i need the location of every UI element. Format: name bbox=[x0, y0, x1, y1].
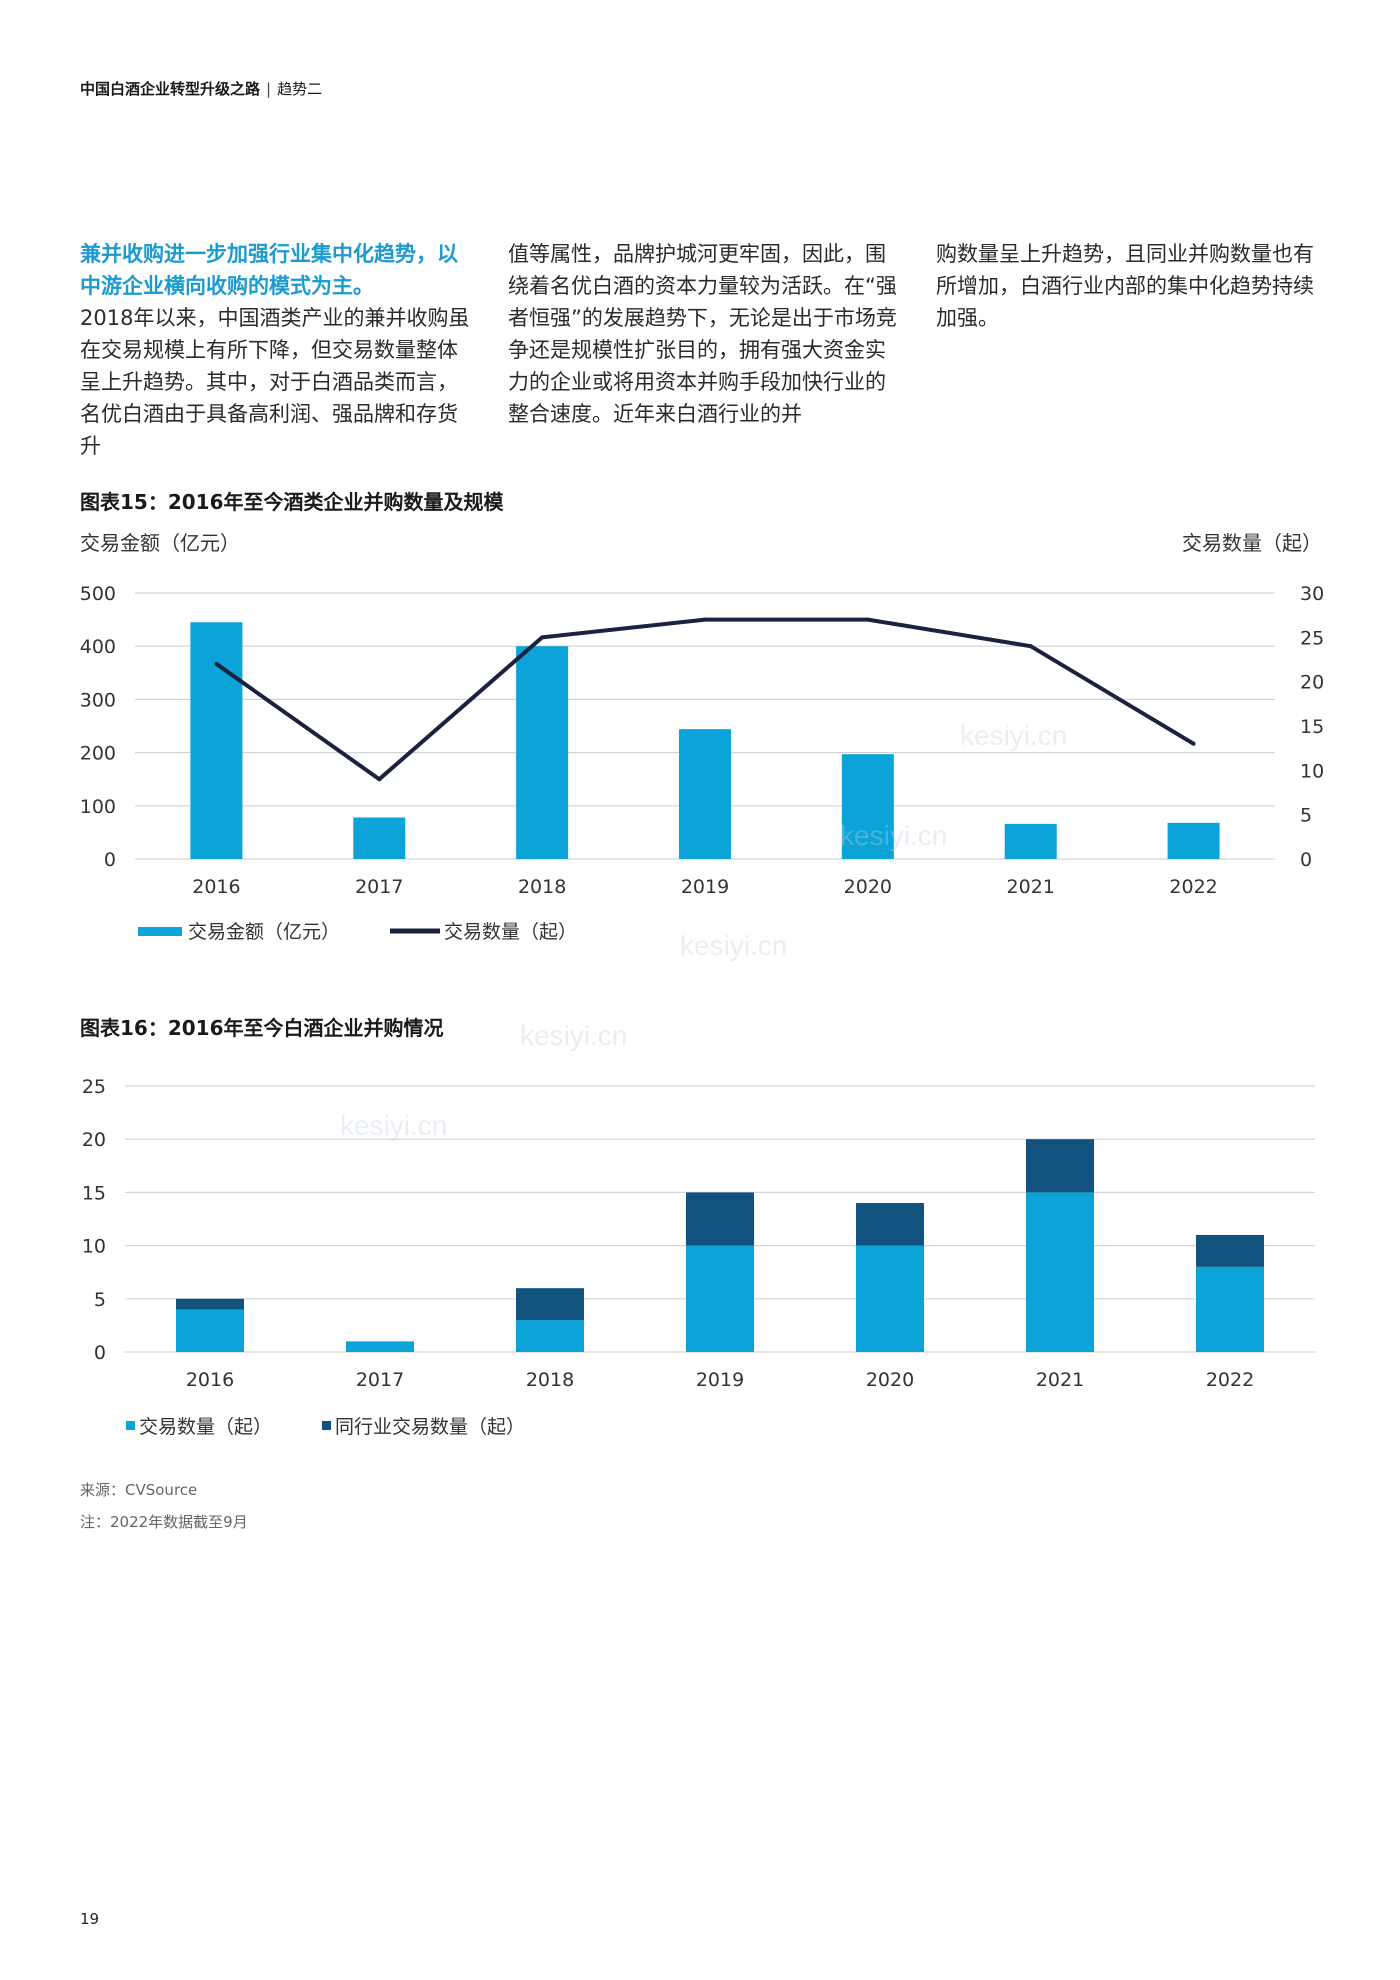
chart2-x-tick-label: 2016 bbox=[186, 1369, 234, 1391]
chart1-bar-2016 bbox=[190, 622, 243, 859]
chart1-line-point-2019 bbox=[703, 617, 707, 622]
chart2-bar-s0-2020 bbox=[856, 1245, 924, 1352]
chart2-legend-label-1: 同行业交易数量（起） bbox=[335, 1416, 525, 1438]
body-paragraph-1: 2018年以来，中国酒类产业的兼并收购虽在交易规模上有所下降，但交易数量整体呈上… bbox=[80, 306, 470, 458]
chart2-bar-s0-2017 bbox=[346, 1341, 414, 1352]
chart1-y2-tick-label: 25 bbox=[1300, 627, 1324, 649]
chart1-y-axis-label: 交易金额（亿元） bbox=[80, 531, 240, 555]
lead-heading: 兼并收购进一步加强行业集中化趋势，以中游企业横向收购的模式为主。 bbox=[80, 242, 458, 298]
chart1-line-point-2021 bbox=[1028, 644, 1033, 649]
chart1-x-tick-label: 2018 bbox=[518, 876, 566, 898]
body-paragraph-2: 值等属性，品牌护城河更牢固，因此，围绕着名优白酒的资本力量较为活跃。在“强者恒强… bbox=[508, 242, 897, 426]
chart2-y-tick-label: 0 bbox=[94, 1342, 106, 1364]
chart2-x-tick-label: 2017 bbox=[356, 1369, 404, 1391]
chart1-y2-tick-label: 5 bbox=[1300, 805, 1312, 827]
chart1-legend-bar-swatch bbox=[138, 927, 182, 936]
chart1-x-tick-label: 2017 bbox=[355, 876, 403, 898]
chart2-y-tick-label: 10 bbox=[82, 1236, 106, 1258]
chart1-x-tick-label: 2019 bbox=[681, 876, 729, 898]
chart1-line-point-2018 bbox=[540, 635, 545, 640]
notes: 来源：CVSource 注：2022年数据截至9月 bbox=[80, 1474, 248, 1538]
chart2-x-tick-label: 2021 bbox=[1036, 1369, 1084, 1391]
chart1-combo-chart: 交易金额（亿元） 交易数量（起）0100200300400500051015202… bbox=[80, 531, 1324, 943]
chart1-y2-tick-label: 0 bbox=[1300, 849, 1312, 871]
header-separator: | bbox=[266, 80, 272, 98]
chart1-y-tick-label: 500 bbox=[80, 583, 116, 605]
text-column-2: 值等属性，品牌护城河更牢固，因此，围绕着名优白酒的资本力量较为活跃。在“强者恒强… bbox=[508, 238, 903, 430]
chart2-y-tick-label: 20 bbox=[82, 1129, 106, 1151]
chart1-legend-bar-label: 交易金额（亿元） bbox=[188, 921, 340, 943]
chart2-legend-swatch-1 bbox=[322, 1421, 331, 1430]
chart2-bar-s1-2020 bbox=[856, 1203, 924, 1246]
watermark-3: kesiyi.cn bbox=[520, 1020, 628, 1051]
chart1-y-tick-label: 200 bbox=[80, 743, 116, 765]
chart2-x-tick-label: 2022 bbox=[1206, 1369, 1254, 1391]
chart2-bar-s0-2021 bbox=[1026, 1192, 1094, 1352]
chart1-bar-2021 bbox=[1004, 823, 1057, 859]
chart1-x-tick-label: 2016 bbox=[192, 876, 240, 898]
chart2-x-tick-label: 2019 bbox=[696, 1369, 744, 1391]
chart2-y-tick-label: 5 bbox=[94, 1289, 106, 1311]
header-section: 趋势二 bbox=[277, 80, 323, 98]
chart2-bar-s1-2021 bbox=[1026, 1139, 1094, 1193]
chart1-bar-2017 bbox=[353, 817, 406, 859]
chart1-y-tick-label: 0 bbox=[104, 849, 116, 871]
chart2-legend-label-0: 交易数量（起） bbox=[139, 1416, 272, 1438]
chart1-y2-axis-label: 交易数量（起） bbox=[1182, 531, 1322, 555]
chart1-bar-2019 bbox=[679, 729, 731, 859]
text-column-1: 兼并收购进一步加强行业集中化趋势，以中游企业横向收购的模式为主。 2018年以来… bbox=[80, 238, 475, 462]
chart2-bar-s0-2022 bbox=[1196, 1266, 1264, 1352]
chart1-line-point-2022 bbox=[1191, 741, 1196, 746]
data-note: 注：2022年数据截至9月 bbox=[80, 1513, 248, 1531]
chart2-bar-s0-2018 bbox=[516, 1320, 584, 1352]
chart1-line-point-2020 bbox=[865, 617, 870, 622]
chart2-title: 图表16：2016年至今白酒企业并购情况 bbox=[80, 1016, 444, 1040]
chart1-y2-tick-label: 30 bbox=[1300, 583, 1324, 605]
chart1-bar-2022 bbox=[1167, 822, 1220, 859]
chart2-bar-s1-2018 bbox=[516, 1288, 584, 1321]
chart1-x-tick-label: 2022 bbox=[1169, 876, 1217, 898]
header-title: 中国白酒企业转型升级之路 bbox=[80, 80, 261, 98]
chart1-y2-tick-label: 15 bbox=[1300, 716, 1324, 738]
chart1-line-point-2017 bbox=[377, 777, 382, 782]
chart1-y2-tick-label: 10 bbox=[1300, 760, 1324, 782]
page-header: 中国白酒企业转型升级之路 | 趋势二 bbox=[80, 78, 322, 99]
chart2-legend-swatch-0 bbox=[126, 1421, 135, 1430]
text-column-3: 购数量呈上升趋势，且同业并购数量也有所增加，白酒行业内部的集中化趋势持续加强。 bbox=[936, 238, 1331, 334]
chart1-y-tick-label: 300 bbox=[80, 689, 116, 711]
chart1-line-point-2016 bbox=[214, 661, 219, 666]
chart1-bar-2020 bbox=[841, 754, 894, 859]
source-note: 来源：CVSource bbox=[80, 1481, 198, 1499]
chart1-y-tick-label: 400 bbox=[80, 636, 116, 658]
chart1-y-tick-label: 100 bbox=[80, 796, 116, 818]
chart2-stacked-bar-chart: 0 5 10 15 20 25 2016 2017 2018 2019 2020 2021 2022 交易… bbox=[82, 1076, 1315, 1438]
chart2-x-tick-label: 2020 bbox=[866, 1369, 914, 1391]
page-number: 19 bbox=[80, 1910, 100, 1928]
chart2-y-tick-label: 15 bbox=[82, 1182, 106, 1204]
chart2-bar-s1-2016 bbox=[176, 1298, 244, 1310]
chart2-bar-s1-2022 bbox=[1196, 1234, 1264, 1267]
body-paragraph-3: 购数量呈上升趋势，且同业并购数量也有所增加，白酒行业内部的集中化趋势持续加强。 bbox=[936, 242, 1314, 330]
chart2-bar-s0-2016 bbox=[176, 1309, 244, 1352]
chart2-x-tick-label: 2018 bbox=[526, 1369, 574, 1391]
chart1-x-tick-label: 2021 bbox=[1007, 876, 1055, 898]
chart1-title: 图表15：2016年至今酒类企业并购数量及规模 bbox=[80, 490, 504, 514]
chart1-y2-tick-label: 20 bbox=[1300, 672, 1324, 694]
chart2-y-tick-label: 25 bbox=[82, 1076, 106, 1098]
chart1-legend-line-label: 交易数量（起） bbox=[444, 921, 577, 943]
chart2-bar-s0-2019 bbox=[686, 1245, 754, 1352]
chart1-bar-2018 bbox=[516, 646, 569, 859]
chart2-bar-s1-2019 bbox=[686, 1192, 754, 1246]
chart1-x-tick-label: 2020 bbox=[844, 876, 892, 898]
